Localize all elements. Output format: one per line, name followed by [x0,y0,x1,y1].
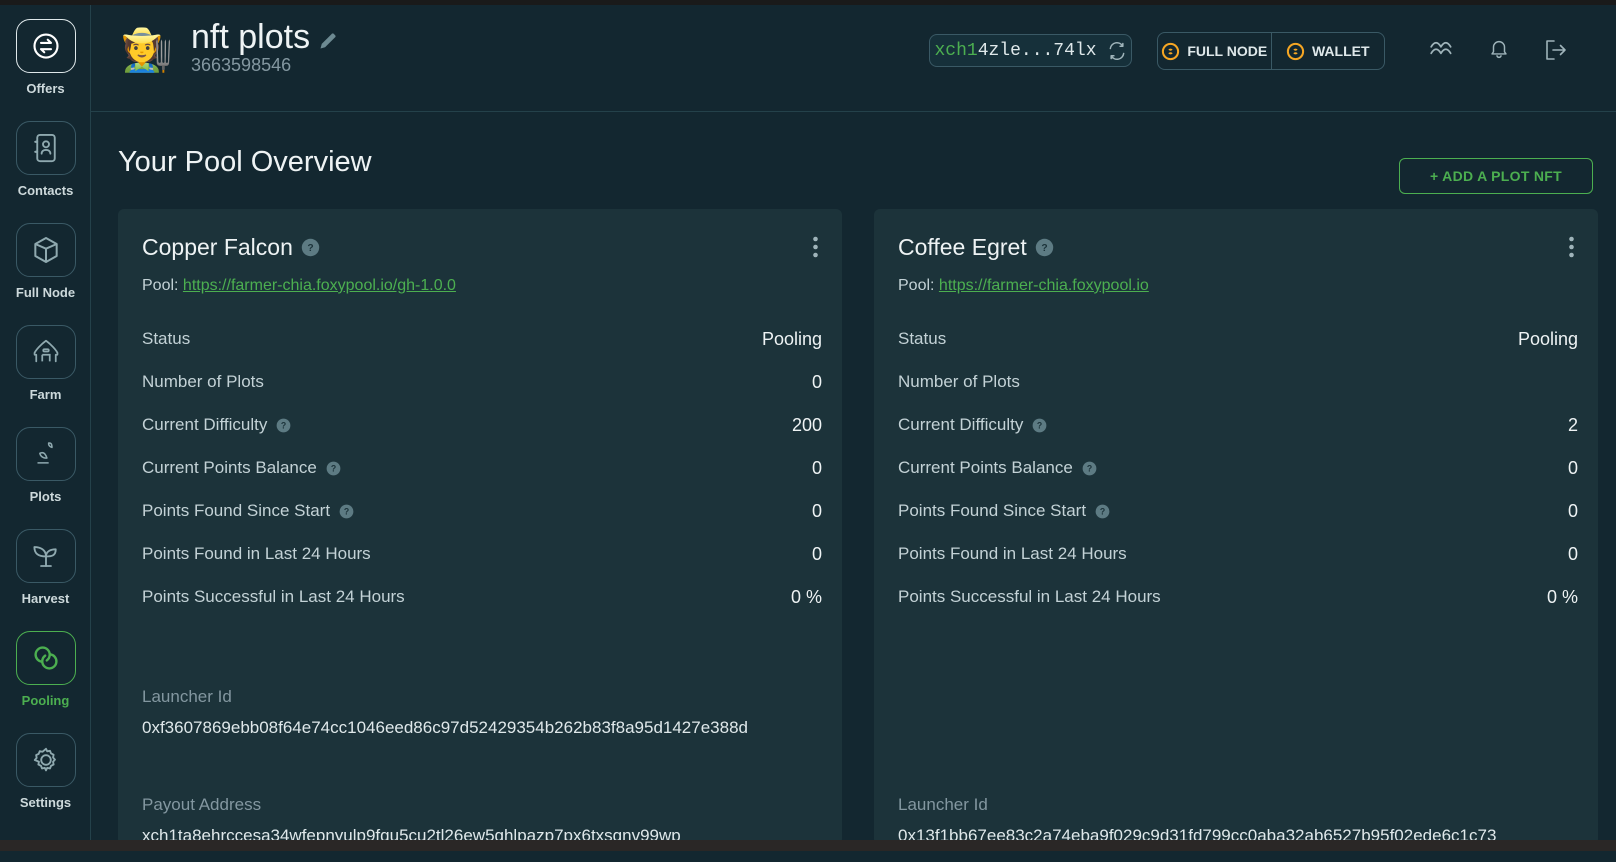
svg-text:?: ? [281,420,286,430]
svg-text:?: ? [1037,420,1042,430]
svg-text:?: ? [331,463,336,473]
svg-text:?: ? [1087,463,1092,473]
svg-text:?: ? [307,243,313,254]
svg-text:?: ? [1041,243,1047,254]
svg-text:?: ? [344,506,349,516]
svg-text:?: ? [1100,506,1105,516]
